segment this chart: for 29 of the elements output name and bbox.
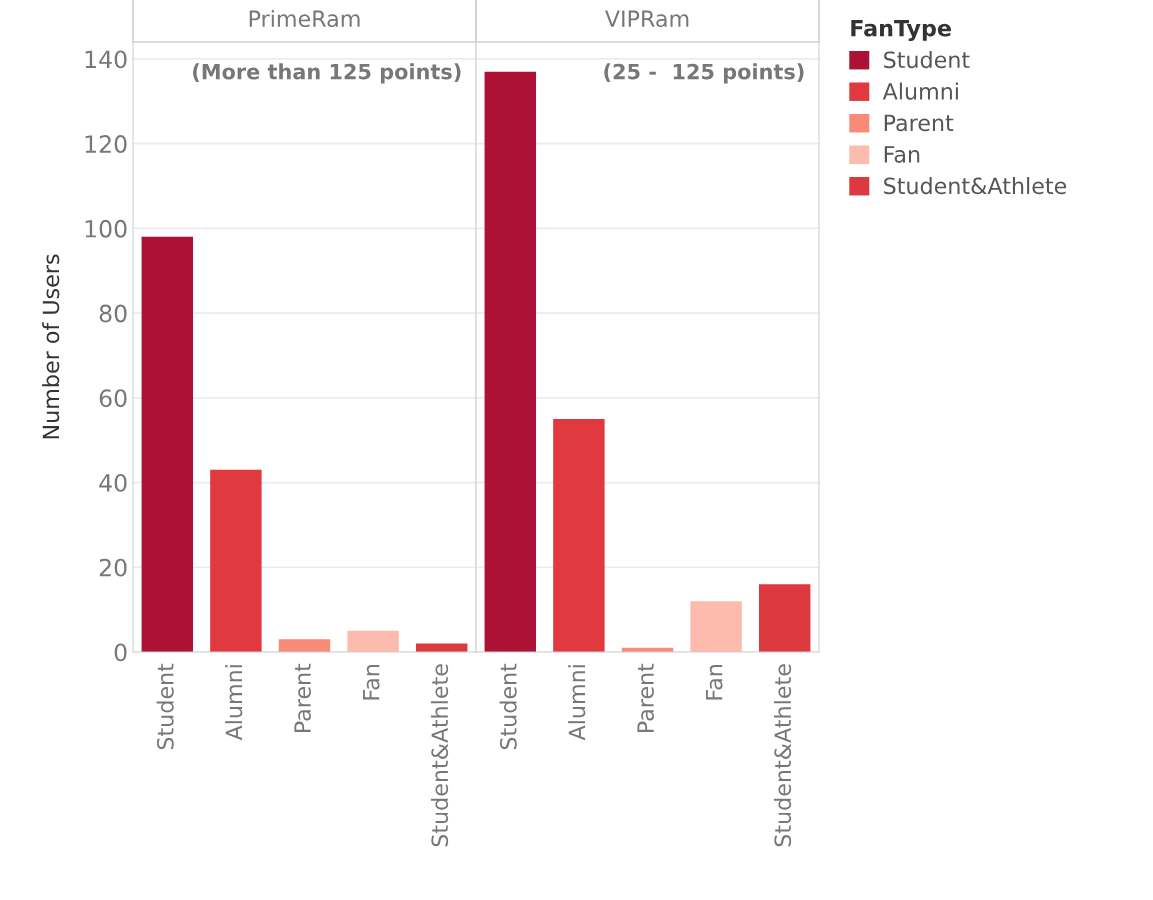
legend-label: Alumni xyxy=(882,82,958,100)
chart-title: VIPRam xyxy=(604,10,689,28)
x-tick-label: Student&Athlete xyxy=(430,664,449,847)
y-tick-label: 40 xyxy=(99,474,127,492)
legend-label: Student&Athlete xyxy=(884,177,1067,195)
legend-label: Student xyxy=(884,50,970,69)
annotation: (25 - 125 points) xyxy=(604,63,804,84)
x-tick-label: Fan xyxy=(706,665,723,700)
x-tick-label: Alumni xyxy=(568,665,586,741)
y-tick-label: 0 xyxy=(114,643,127,662)
x-tick-label: Student xyxy=(499,663,517,750)
legend-label: Parent xyxy=(884,114,954,132)
legend-title: FanType xyxy=(851,19,951,41)
legend-label: Fan xyxy=(884,146,920,163)
y-axis-title: Number of Users xyxy=(42,254,60,439)
y-tick-label: 140 xyxy=(85,50,127,69)
y-tick-label: 80 xyxy=(99,304,127,323)
x-tick-label: Parent xyxy=(637,663,654,733)
chart-title: PrimeRam xyxy=(249,9,360,28)
x-tick-label: Parent xyxy=(294,663,311,733)
x-tick-label: Alumni xyxy=(225,665,243,741)
y-tick-label: 120 xyxy=(85,135,127,153)
y-tick-label: 100 xyxy=(85,219,127,238)
x-tick-label: Student&Athlete xyxy=(773,664,792,847)
x-tick-label: Fan xyxy=(363,665,380,700)
x-tick-label: Student xyxy=(156,663,174,750)
y-tick-label: 20 xyxy=(99,558,127,577)
annotation: (More than 125 points) xyxy=(193,63,461,84)
y-tick-label: 60 xyxy=(99,389,127,408)
